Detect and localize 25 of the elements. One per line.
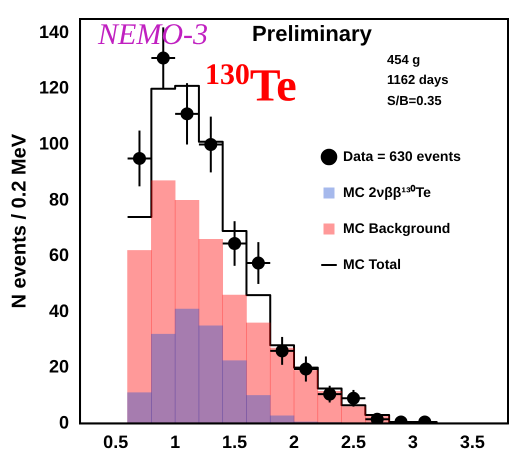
annotation: 454 g: [387, 52, 420, 67]
annotation: S/B=0.35: [387, 93, 442, 108]
y-axis-title: N events / 0.2 MeV: [8, 133, 31, 308]
legend-label: Data = 630 events: [343, 148, 462, 164]
annotation: $^{130}$Te: [205, 58, 297, 112]
x-tick-label: 1.5: [222, 432, 248, 452]
x-tick-label: 2: [289, 432, 300, 452]
legend-label: MC Background: [343, 220, 450, 236]
x-tick-label: 2.5: [340, 432, 366, 452]
x-tick-label: 3: [408, 432, 418, 452]
y-tick-label: 0: [59, 412, 70, 432]
y-tick-label: 20: [49, 356, 70, 377]
x-tick-label: 3.5: [460, 432, 485, 452]
y-tick-label: 100: [38, 133, 70, 154]
x-tick-label: 0.5: [103, 432, 128, 452]
y-tick-label: 120: [38, 78, 70, 98]
annotation: Preliminary: [252, 21, 372, 47]
annotation: 1162 days: [387, 72, 448, 87]
x-tick-label: 1: [170, 432, 180, 452]
legend-label: MC Total: [343, 256, 402, 272]
y-tick-label: 80: [49, 189, 70, 210]
y-tick-label: 40: [49, 300, 70, 321]
y-tick-label: 140: [38, 22, 70, 42]
legend-label: MC 2νββ¹³⁰Te: [343, 184, 432, 200]
y-tick-label: 60: [49, 245, 70, 266]
